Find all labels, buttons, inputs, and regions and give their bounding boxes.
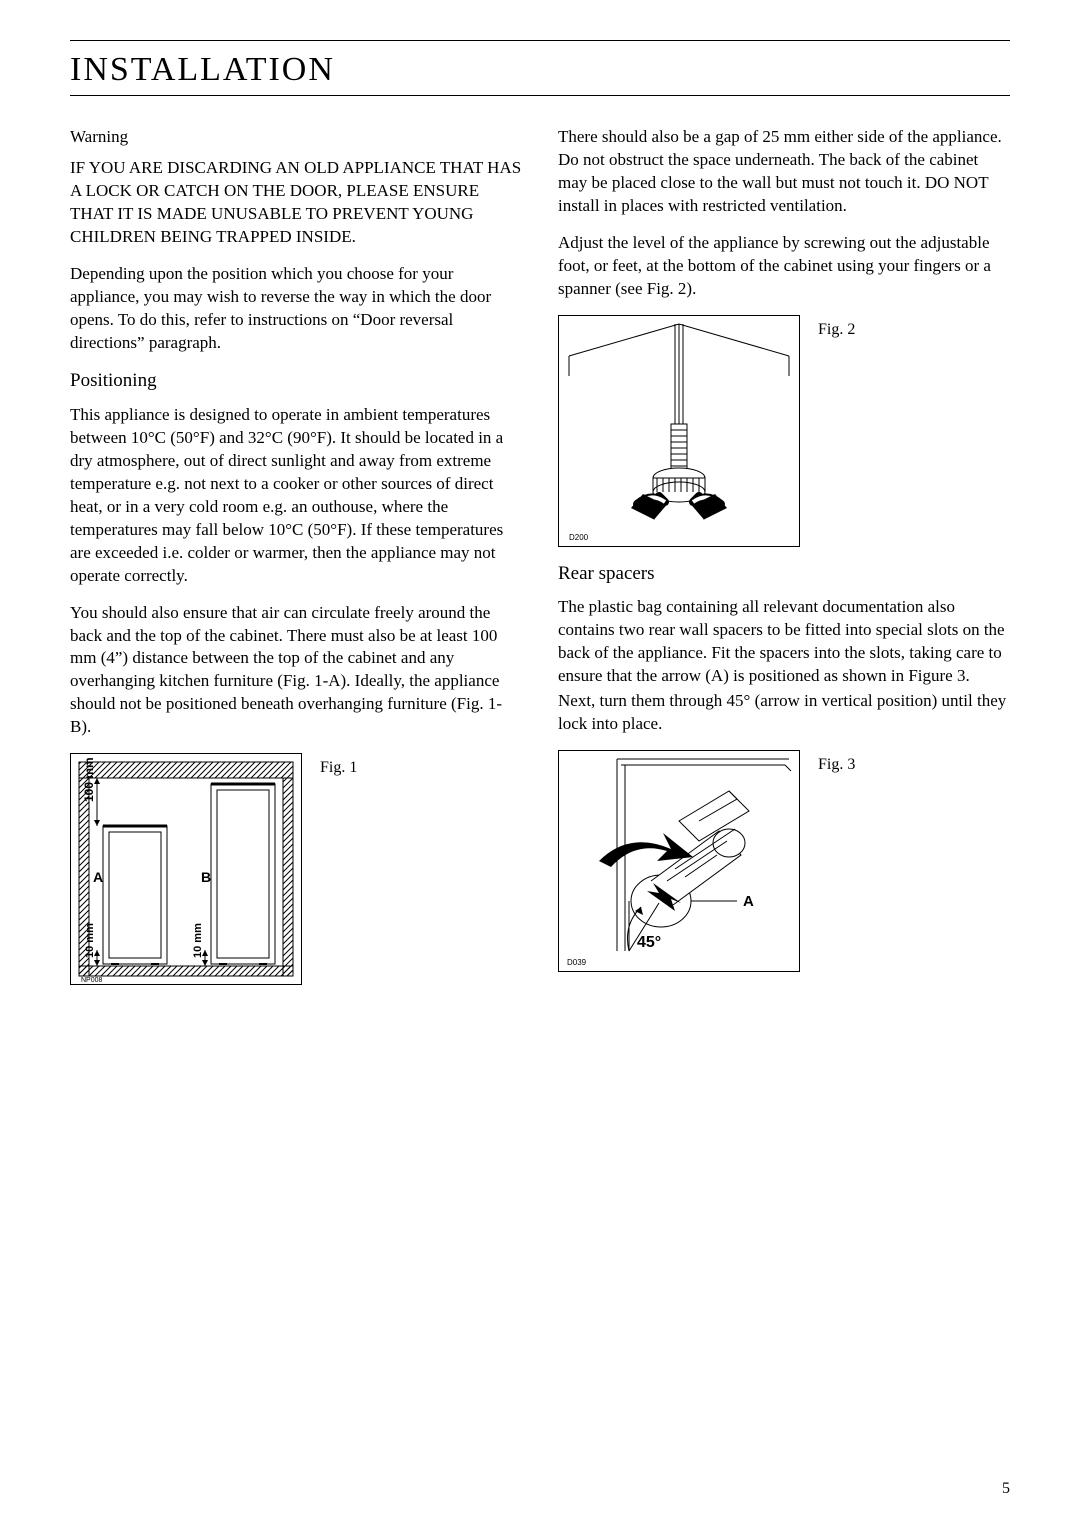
fig2-code: D200 bbox=[569, 533, 589, 542]
warning-body: IF YOU ARE DISCARDING AN OLD APPLIANCE T… bbox=[70, 157, 522, 249]
rear-spacers-para-2: Next, turn them through 45° (arrow in ve… bbox=[558, 690, 1010, 736]
positioning-para-2: You should also ensure that air can circ… bbox=[70, 602, 522, 740]
fig1-dim-100: 100 mm bbox=[82, 758, 96, 803]
door-reverse-paragraph: Depending upon the position which you ch… bbox=[70, 263, 522, 355]
title-underline bbox=[70, 95, 1010, 96]
figure-3-label: Fig. 3 bbox=[818, 750, 855, 776]
fig3-code: D039 bbox=[567, 958, 587, 967]
fig1-dim-10-left: 10 mm bbox=[84, 923, 96, 958]
warning-heading: Warning bbox=[70, 126, 522, 149]
figure-2-label: Fig. 2 bbox=[818, 315, 855, 341]
level-paragraph: Adjust the level of the appliance by scr… bbox=[558, 232, 1010, 301]
positioning-para-1: This appliance is designed to operate in… bbox=[70, 404, 522, 588]
fig1-code: NP008 bbox=[81, 977, 103, 984]
page-number: 5 bbox=[1002, 1480, 1010, 1498]
fig1-label-b: B bbox=[201, 869, 211, 885]
figure-1-diagram: 100 mm A B 10 mm 10 mm NP008 bbox=[70, 753, 302, 985]
figure-1-label: Fig. 1 bbox=[320, 753, 357, 779]
rear-spacers-para-1: The plastic bag containing all relevant … bbox=[558, 596, 1010, 688]
fig3-label-a: A bbox=[743, 893, 754, 910]
fig3-angle: 45° bbox=[637, 934, 661, 951]
figure-3-diagram: A 45° D039 bbox=[558, 750, 800, 972]
page-title: INSTALLATION bbox=[70, 51, 1010, 89]
positioning-heading: Positioning bbox=[70, 368, 522, 394]
fig1-label-a: A bbox=[93, 869, 103, 885]
two-column-layout: Warning IF YOU ARE DISCARDING AN OLD APP… bbox=[70, 126, 1010, 999]
fig1-dim-10-right: 10 mm bbox=[192, 923, 204, 958]
figure-3-row: A 45° D039 Fig. 3 bbox=[558, 750, 1010, 972]
figure-2-row: D200 Fig. 2 bbox=[558, 315, 1010, 547]
gap-paragraph: There should also be a gap of 25 mm eith… bbox=[558, 126, 1010, 218]
figure-1-row: 100 mm A B 10 mm 10 mm NP008 Fig. 1 bbox=[70, 753, 522, 985]
figure-2-diagram: D200 bbox=[558, 315, 800, 547]
rear-spacers-heading: Rear spacers bbox=[558, 561, 1010, 587]
left-column: Warning IF YOU ARE DISCARDING AN OLD APP… bbox=[70, 126, 522, 999]
right-column: There should also be a gap of 25 mm eith… bbox=[558, 126, 1010, 999]
top-rule bbox=[70, 40, 1010, 41]
